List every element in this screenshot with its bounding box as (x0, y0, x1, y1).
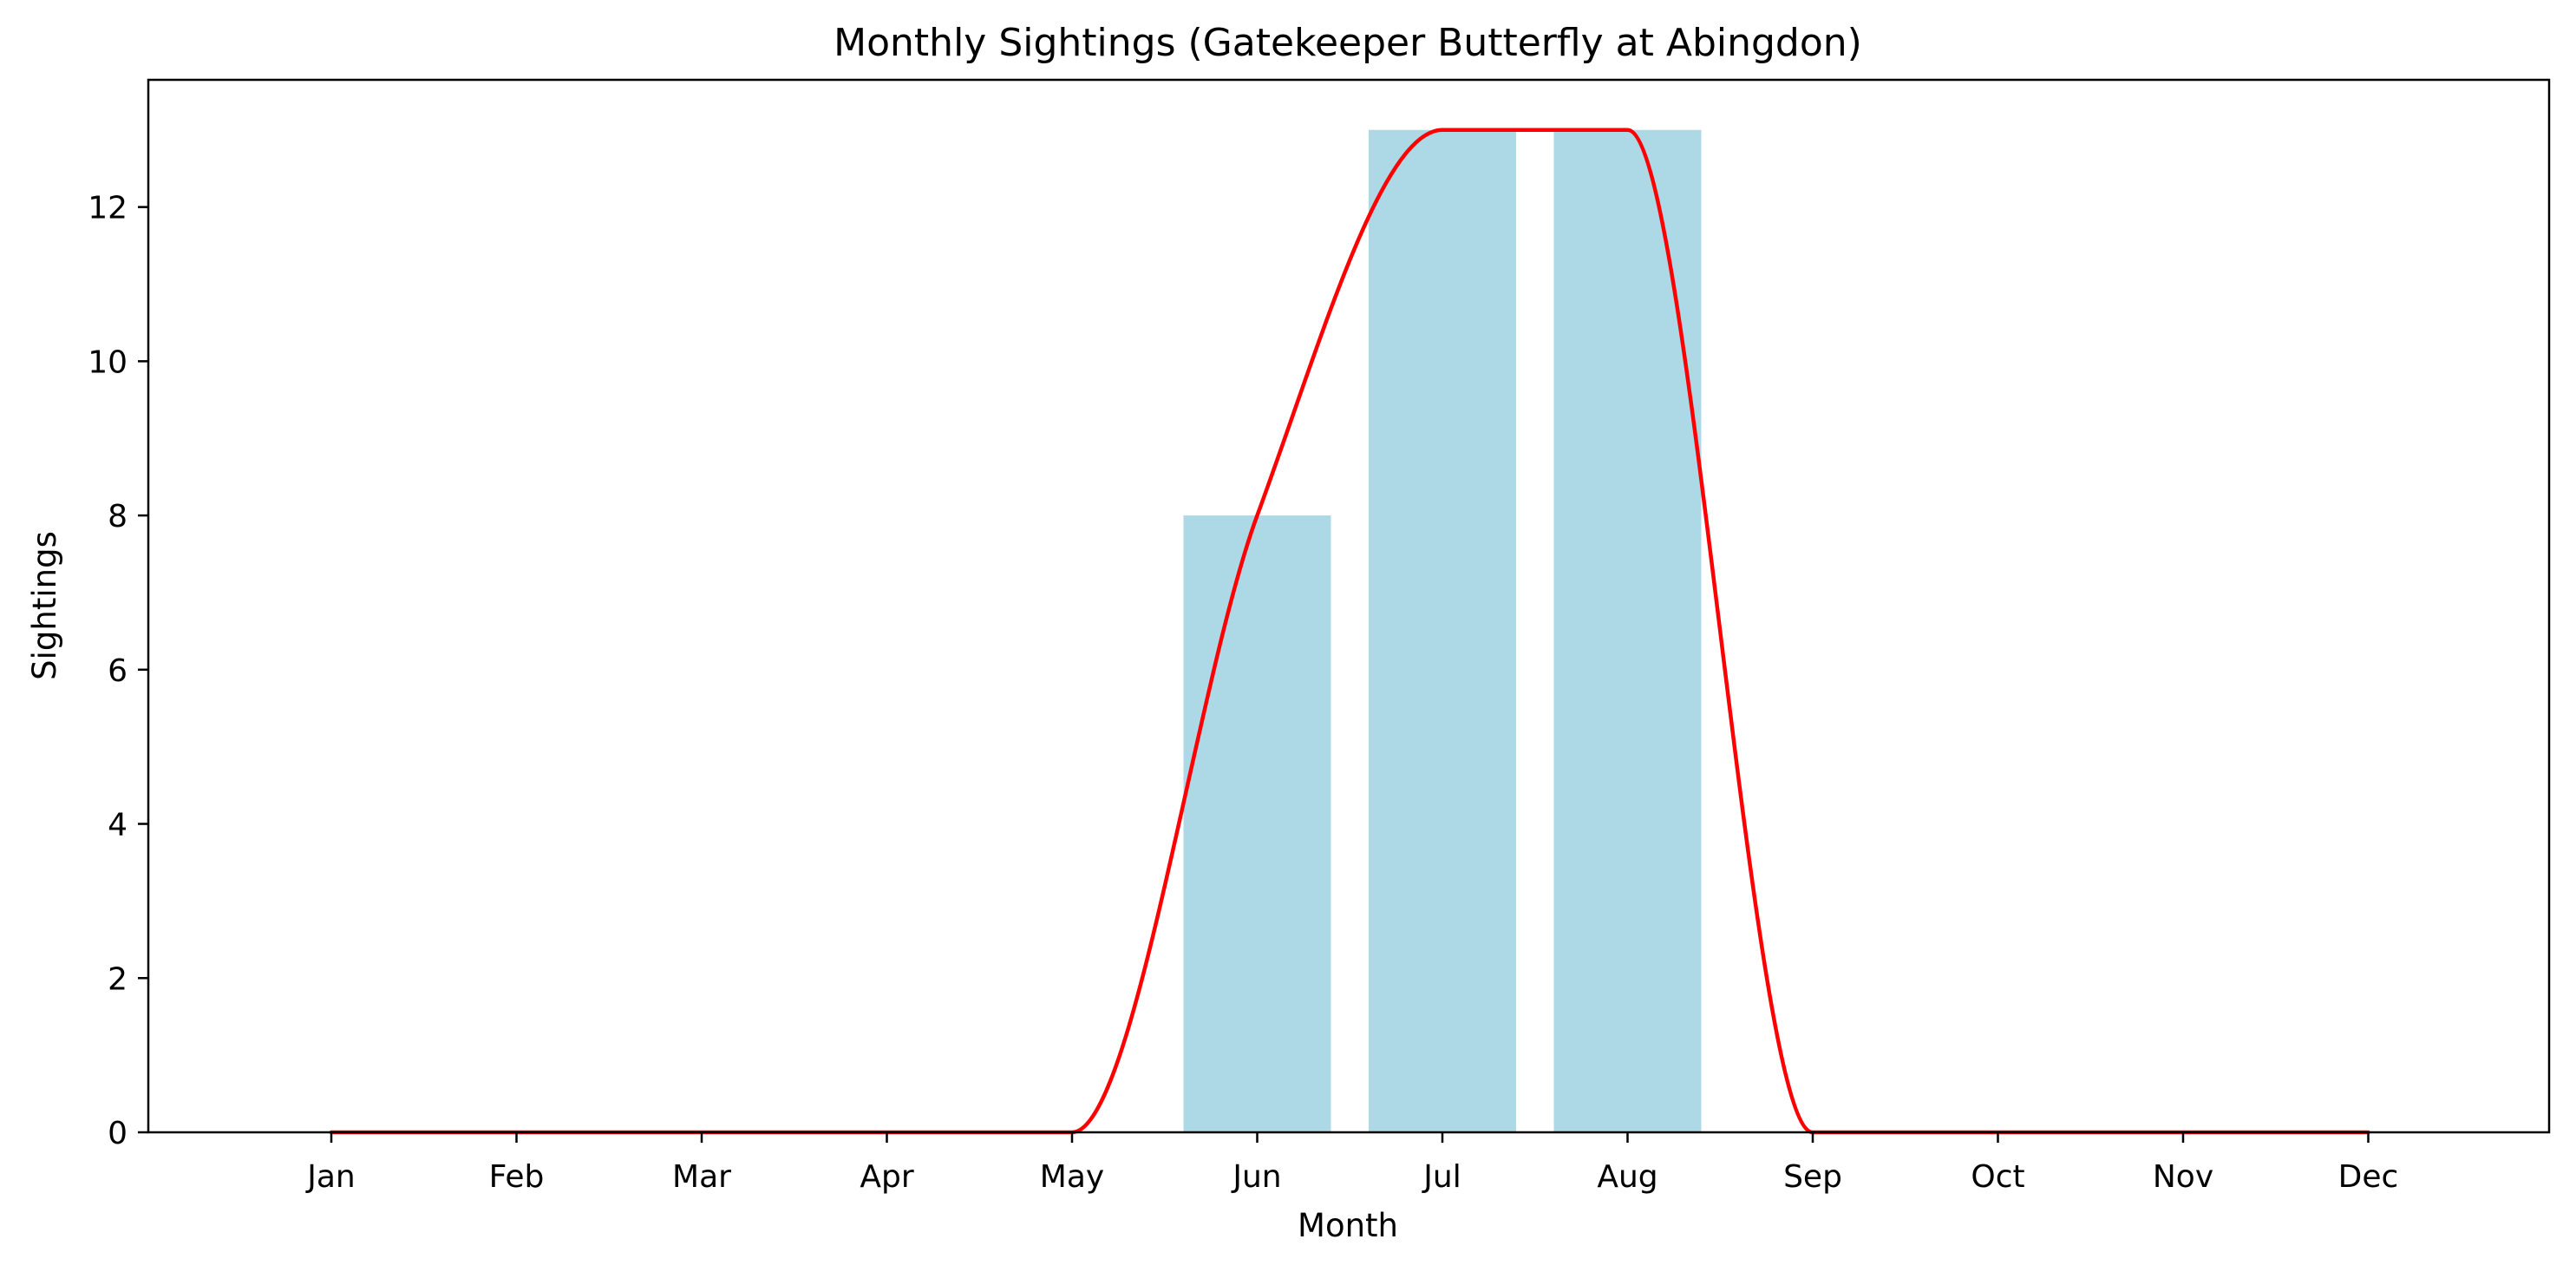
y-tick-label-10: 10 (88, 344, 127, 380)
trend-line (329, 128, 2370, 1135)
bar-jun (1183, 515, 1331, 1132)
x-tick-label-jul: Jul (1422, 1159, 1461, 1195)
bars-layer (1183, 129, 1702, 1132)
x-tick-label-nov: Nov (2153, 1159, 2213, 1195)
x-tick-label-oct: Oct (1971, 1159, 2024, 1195)
y-tick-label-8: 8 (108, 499, 127, 534)
y-axis: 0 2 4 6 8 10 12 (88, 191, 148, 1151)
x-axis-label: Month (1298, 1207, 1398, 1244)
x-tick-label-may: May (1040, 1159, 1104, 1195)
x-tick-label-aug: Aug (1597, 1159, 1657, 1195)
y-axis-label: Sightings (26, 531, 63, 680)
x-tick-label-sep: Sep (1783, 1159, 1842, 1195)
y-tick-label-4: 4 (108, 808, 127, 843)
x-axis: Jan Feb Mar Apr May Jun Jul Aug Sep Oct Nov Dec (305, 1132, 2398, 1195)
chart-title: Monthly Sightings (Gatekeeper Butterfly … (834, 21, 1862, 65)
plot-frame (147, 78, 2551, 1134)
bar-aug (1553, 129, 1702, 1132)
y-tick-label-2: 2 (108, 961, 127, 997)
x-tick-label-mar: Mar (672, 1159, 731, 1195)
bar-jul (1369, 129, 1516, 1132)
x-tick-label-jun: Jun (1231, 1159, 1281, 1195)
y-tick-label-6: 6 (108, 653, 127, 689)
x-tick-label-feb: Feb (489, 1159, 545, 1195)
x-tick-label-apr: Apr (860, 1159, 913, 1195)
y-tick-label-12: 12 (88, 191, 127, 226)
x-tick-label-dec: Dec (2338, 1159, 2399, 1195)
line-layer (329, 128, 2370, 1135)
y-tick-label-0: 0 (108, 1116, 127, 1151)
x-tick-label-jan: Jan (305, 1159, 356, 1195)
